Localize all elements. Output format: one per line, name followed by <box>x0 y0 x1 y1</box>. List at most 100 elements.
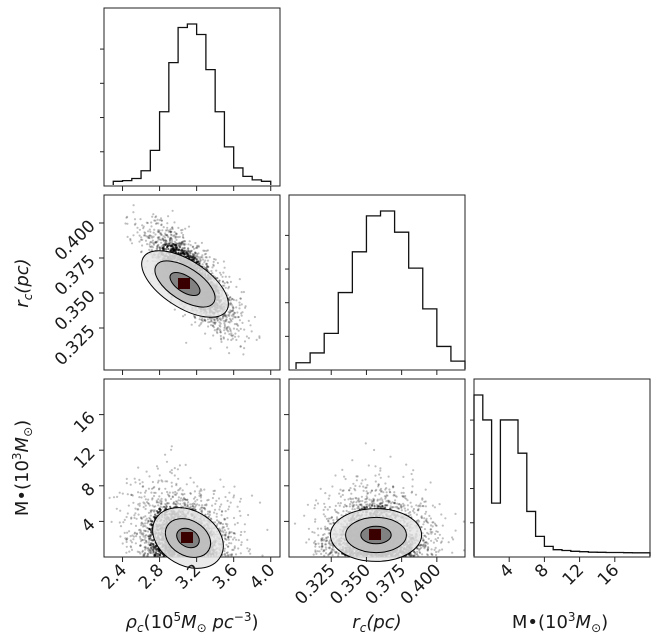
rho-rc-density-point <box>159 232 163 235</box>
rho-rc-density-point <box>138 228 141 231</box>
rho-m-density-point <box>174 502 177 505</box>
rho-m-density-point <box>118 491 121 494</box>
rho-rc-density-point <box>223 326 226 329</box>
rho-rc-density-point <box>203 253 206 256</box>
rho-rc-density-point <box>151 215 154 218</box>
rho-m-density-point <box>121 542 124 545</box>
rho-m-density-point <box>227 527 230 530</box>
rho-rc-density-point <box>228 317 232 320</box>
rho-m-density-point <box>198 504 201 507</box>
rc-hist-bin <box>437 346 451 370</box>
rho-rc-density-point <box>173 221 176 224</box>
rho-m-density-point <box>229 501 232 504</box>
rho-rc-density-point <box>214 258 217 261</box>
rho-m-density-point <box>240 543 243 547</box>
rho-rc-density-point <box>152 242 155 245</box>
rho-m-density-point <box>179 502 182 506</box>
rho-m-density-point <box>224 522 227 526</box>
rho-m-density-point <box>189 492 192 495</box>
rho-rc-density-point <box>193 316 196 319</box>
rho-rc-density-point <box>235 285 238 288</box>
rho-m-density-point <box>150 544 153 548</box>
rho-rc-density-point <box>229 330 232 333</box>
rho-m-density-point <box>144 491 147 494</box>
rho-m-density-point <box>177 496 180 499</box>
rho-rc-density-point <box>182 240 185 243</box>
rho-m-density-point <box>122 521 125 524</box>
rho-rc-density-point <box>168 240 171 243</box>
rho-rc-density-point <box>164 233 167 237</box>
rho-rc-density-point <box>148 228 151 231</box>
rho-rc-density-point <box>148 248 151 251</box>
rho-rc-density-point <box>167 247 170 251</box>
rho-rc-density-point <box>152 243 155 246</box>
rho-rc-density-point <box>188 250 192 253</box>
rho-rc-density-point <box>194 241 197 245</box>
rho-rc-density-point <box>181 242 184 245</box>
rho-rc-density-point <box>171 209 174 212</box>
rho-m-density-point <box>231 538 235 541</box>
rc-hist-bin <box>310 353 324 370</box>
rho-rc-density-point <box>213 319 216 322</box>
rho-m-density-point <box>169 505 172 508</box>
rho-m-density-point <box>247 513 250 517</box>
rho-m-density-point <box>147 552 150 556</box>
rho-rc-density-point <box>160 219 163 222</box>
rho-rc-density-point <box>234 316 237 319</box>
rho-m-density-point <box>110 520 113 524</box>
rho-rc-density-point <box>201 263 204 266</box>
rho-rc-density-point <box>222 316 225 319</box>
rho-m-density-point <box>144 489 148 492</box>
rho-m-density-point <box>166 480 169 483</box>
rc-hist-bin <box>338 293 352 370</box>
rho-rc-density-point <box>156 245 159 248</box>
rho-m-density-point <box>196 485 199 488</box>
rho-rc-density-point <box>193 315 196 318</box>
rho-rc-density-point <box>230 303 233 306</box>
rho-m-density-point <box>144 536 147 539</box>
rho-m-density-point <box>154 505 157 508</box>
rho-m-density-point <box>215 515 218 518</box>
rho-rc-density-point <box>162 239 165 242</box>
rho-rc-density-point <box>136 231 139 234</box>
rho-rc-density-point <box>149 230 152 233</box>
rho-m-density-point <box>144 498 147 501</box>
rho-rc-density-point <box>215 269 218 272</box>
rho-rc-density-point <box>157 230 160 233</box>
rho-rc-density-point <box>144 232 147 235</box>
rho-rc-density-point <box>132 204 135 207</box>
rho-rc-density-point <box>243 328 246 331</box>
rho-m-density-point <box>150 487 154 490</box>
rho-rc-density-point <box>216 318 219 321</box>
rho-rc-density-point <box>204 332 207 335</box>
rho-rc-density-point <box>229 296 232 299</box>
rho-rc-density-point <box>222 315 225 318</box>
rho-m-density-point <box>213 511 216 514</box>
rho-rc-density-point <box>126 222 129 225</box>
rho-rc-density-point <box>172 250 175 253</box>
rho-m-density-point <box>125 545 128 548</box>
rho-rc-density-point <box>177 248 180 251</box>
rho-m-density-point <box>228 491 231 494</box>
rho-rc-density-point <box>159 232 162 235</box>
rho-rc-density-point <box>221 275 224 278</box>
rho-rc-density-point <box>226 281 229 284</box>
rho-rc-density-point <box>238 319 241 322</box>
rho-rc-density-point <box>210 319 213 322</box>
rho-rc-density-point <box>238 307 241 310</box>
rho-m-density-point <box>240 541 243 544</box>
rho-rc-density-point <box>194 251 197 254</box>
rho-rc-density-point <box>205 262 209 265</box>
rho-m-density-point <box>134 481 137 484</box>
rho-rc-density-point <box>219 334 222 338</box>
rho-m-density-point <box>239 552 242 555</box>
rho-rc-density-point <box>188 252 192 255</box>
rho-m-density-point <box>147 519 150 522</box>
rho-rc-density-point <box>154 240 157 243</box>
rho-m-density-point <box>145 470 148 473</box>
rho-m-density-point <box>159 505 162 508</box>
rho-rc-density-point <box>150 240 153 244</box>
rho-m-density-point <box>191 503 194 506</box>
rho-rc-density-point <box>203 261 206 264</box>
rho-hist-bin <box>224 147 233 186</box>
